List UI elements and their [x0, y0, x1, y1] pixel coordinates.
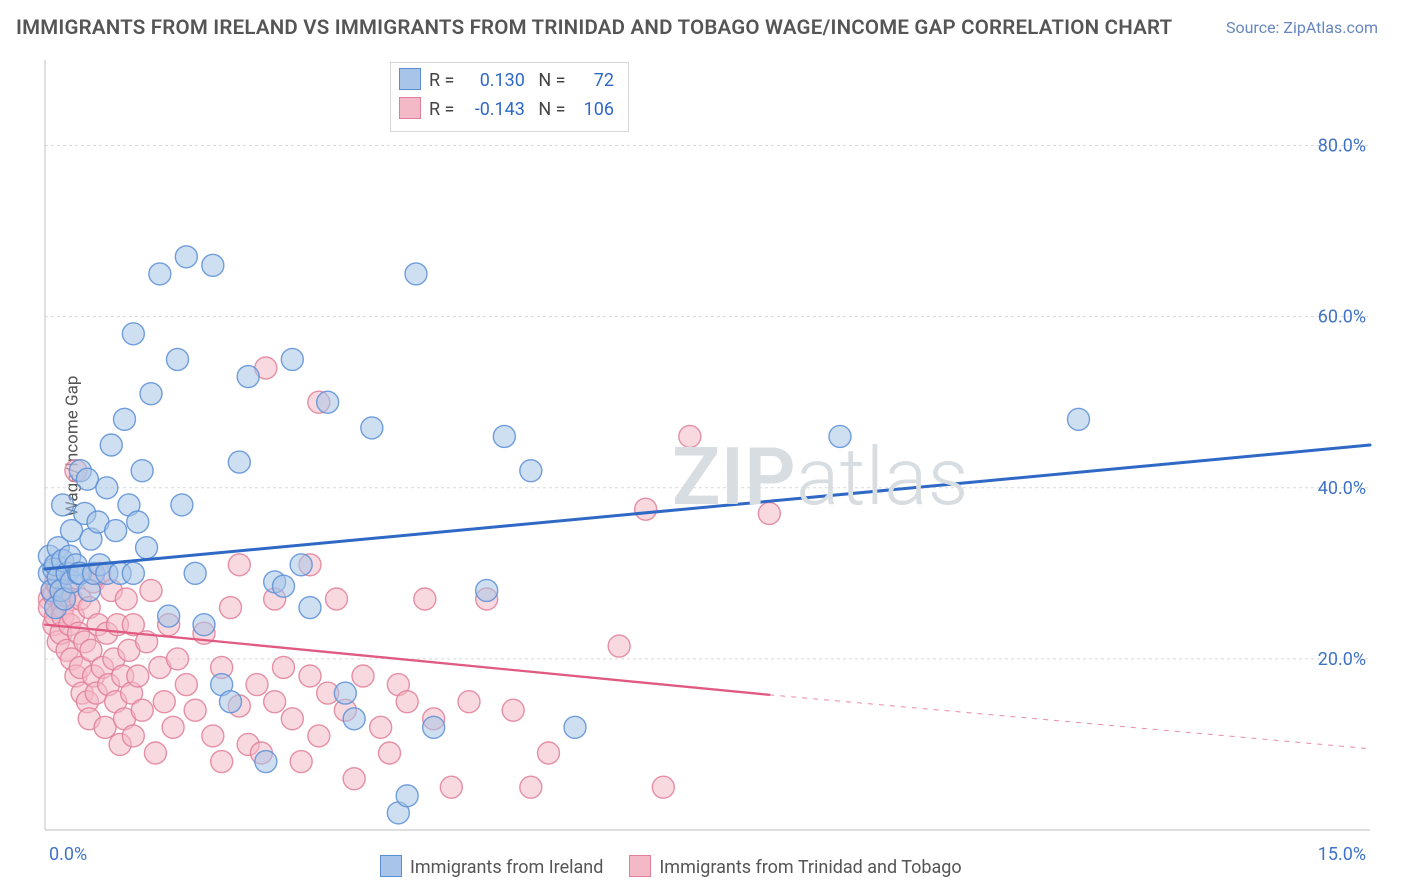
correlation-stats-box: R = 0.130 N = 72R = -0.143 N = 106 — [390, 62, 629, 132]
svg-text:40.0%: 40.0% — [1318, 478, 1366, 499]
legend-item: Immigrants from Ireland — [380, 855, 603, 878]
svg-text:60.0%: 60.0% — [1318, 307, 1366, 328]
svg-text:20.0%: 20.0% — [1318, 649, 1366, 670]
series-legend: Immigrants from Ireland Immigrants from T… — [380, 855, 962, 878]
svg-text:80.0%: 80.0% — [1318, 136, 1366, 157]
svg-text:0.0%: 0.0% — [49, 844, 87, 865]
chart-area: 20.0% 40.0% 60.0% 80.0% 0.0% 15.0% — [0, 0, 1406, 892]
scatter-chart: 20.0% 40.0% 60.0% 80.0% 0.0% 15.0% — [0, 0, 1406, 892]
svg-text:15.0%: 15.0% — [1318, 844, 1366, 865]
legend-item: Immigrants from Trinidad and Tobago — [629, 855, 961, 878]
